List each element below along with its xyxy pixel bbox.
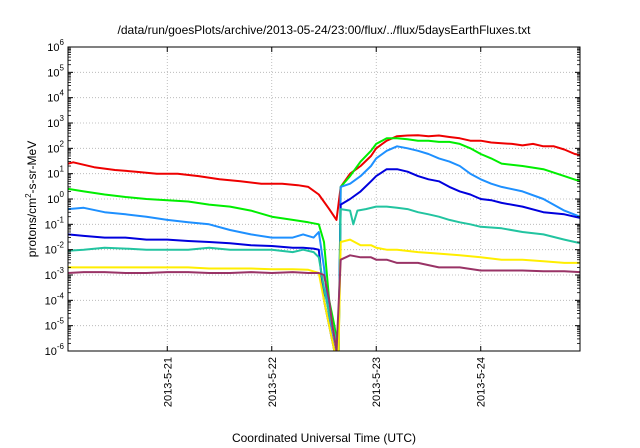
y-tick-label: 10-3: [45, 266, 65, 282]
series-line-4: [68, 168, 580, 351]
series-line-5: [68, 205, 580, 351]
series-line-6: [68, 238, 580, 351]
y-tick-label: 104: [47, 89, 64, 105]
series-group: [68, 134, 580, 351]
y-tick-label-exponent: 3: [60, 114, 65, 123]
y-tick-label-base: 10: [45, 270, 57, 282]
y-tick-label-base: 10: [45, 346, 57, 358]
y-axis-label-sup: 2: [24, 193, 33, 198]
y-tick-label-base: 10: [47, 169, 59, 181]
y-tick-label-base: 10: [47, 194, 59, 206]
y-tick-label-base: 10: [47, 42, 59, 54]
y-tick-label-base: 10: [45, 219, 57, 231]
y-tick-label-exponent: 1: [60, 165, 65, 174]
y-tick-label-exponent: -3: [57, 266, 65, 275]
y-tick-label-exponent: -1: [57, 215, 65, 224]
y-tick-label: 101: [47, 165, 64, 181]
x-tick-label: 2013-5-22: [267, 357, 279, 407]
series-line-7: [68, 254, 580, 351]
y-tick-label: 10-4: [45, 291, 65, 307]
y-tick-label-base: 10: [45, 295, 57, 307]
series-line-1: [68, 134, 580, 221]
y-tick-label: 103: [47, 114, 64, 130]
y-tick-label: 100: [47, 190, 64, 206]
y-tick-label: 106: [47, 38, 64, 54]
y-tick-label-exponent: -2: [57, 241, 65, 250]
y-tick-label-base: 10: [45, 321, 57, 333]
y-tick-label-exponent: 6: [60, 38, 65, 47]
y-tick-label-exponent: 2: [60, 139, 65, 148]
series-line-2: [68, 137, 580, 351]
x-tick-label: 2013-5-24: [476, 357, 488, 407]
series-line-3: [68, 145, 580, 351]
chart-title: /data/run/goesPlots/archive/2013-05-24/2…: [118, 23, 532, 37]
y-axis: 10610510410310210110010-110-210-310-410-…: [45, 38, 580, 358]
y-tick-label-exponent: 4: [60, 89, 65, 98]
y-tick-label: 10-2: [45, 241, 65, 257]
y-tick-label-base: 10: [47, 143, 59, 155]
y-tick-label: 105: [47, 63, 64, 79]
y-tick-label: 10-6: [45, 342, 65, 358]
x-axis: 2013-5-21 2013-5-22 2013-5-23 2013-5-24: [162, 47, 488, 407]
y-tick-label: 10-1: [45, 215, 65, 231]
y-axis-label: protons/cm2-s-sr-MeV: [24, 141, 39, 257]
x-tick-label: 2013-5-23: [371, 357, 383, 407]
y-axis-label-base: protons/cm: [25, 198, 39, 257]
y-tick-label-exponent: -6: [57, 342, 65, 351]
y-axis-label-rest: -s-sr-MeV: [25, 141, 39, 194]
y-tick-label-exponent: -5: [57, 317, 65, 326]
y-tick-label-base: 10: [47, 93, 59, 105]
y-tick-label: 10-5: [45, 317, 65, 333]
y-tick-label-base: 10: [47, 67, 59, 79]
y-tick-label-exponent: -4: [57, 291, 65, 300]
x-axis-label: Coordinated Universal Time (UTC): [232, 431, 416, 445]
y-tick-label-exponent: 0: [60, 190, 65, 199]
y-tick-label: 102: [47, 139, 64, 155]
y-tick-label-base: 10: [47, 118, 59, 130]
y-tick-label-exponent: 5: [60, 63, 65, 72]
x-tick-label: 2013-5-21: [162, 357, 174, 407]
y-tick-label-base: 10: [45, 245, 57, 257]
